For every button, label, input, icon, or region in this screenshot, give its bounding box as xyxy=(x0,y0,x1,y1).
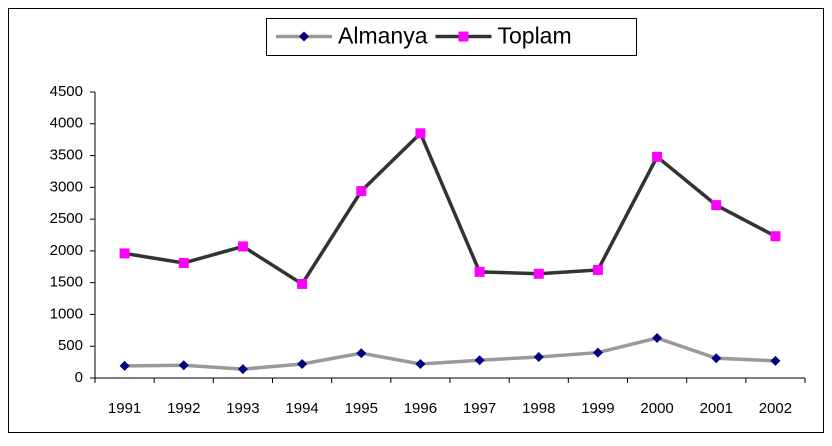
x-tick-label: 1996 xyxy=(404,400,437,417)
marker xyxy=(297,278,308,289)
x-tick-label: 1992 xyxy=(167,400,200,417)
chart-border xyxy=(8,8,824,433)
y-tick-label: 3500 xyxy=(50,147,83,164)
marker xyxy=(711,200,722,211)
marker xyxy=(770,231,781,242)
marker xyxy=(237,364,248,375)
marker xyxy=(299,31,309,42)
x-tick-label: 1993 xyxy=(226,400,259,417)
marker xyxy=(533,268,544,279)
x-tick-label: 2001 xyxy=(700,400,733,417)
x-tick-label: 2000 xyxy=(640,400,673,417)
x-tick-label: 1991 xyxy=(108,400,141,417)
x-tick-label: 2002 xyxy=(759,400,792,417)
y-tick-label: 1000 xyxy=(50,305,83,322)
marker xyxy=(711,353,722,364)
marker xyxy=(119,360,130,371)
marker xyxy=(178,360,189,371)
y-tick-label: 4500 xyxy=(50,83,83,100)
marker xyxy=(592,347,603,358)
marker xyxy=(592,264,603,275)
series-line xyxy=(124,130,777,287)
x-tick-label: 1997 xyxy=(463,400,496,417)
marker xyxy=(356,348,367,359)
marker xyxy=(119,248,130,259)
y-tick-label: 500 xyxy=(58,337,83,354)
marker xyxy=(533,352,544,363)
marker xyxy=(770,355,781,366)
y-tick-label: 0 xyxy=(75,369,83,386)
marker xyxy=(297,359,308,370)
marker xyxy=(474,355,485,366)
x-tick-label: 1999 xyxy=(581,400,614,417)
y-tick-label: 2500 xyxy=(50,210,83,227)
y-tick-label: 3000 xyxy=(50,178,83,195)
series-line xyxy=(124,336,776,371)
x-tick-label: 1998 xyxy=(522,400,555,417)
legend-label: Almanya xyxy=(338,23,428,49)
y-tick-label: 4000 xyxy=(50,115,83,132)
marker xyxy=(356,186,367,197)
y-tick-label: 1500 xyxy=(50,274,83,291)
legend-label: Toplam xyxy=(497,23,571,49)
marker xyxy=(652,151,663,162)
x-tick-label: 1995 xyxy=(345,400,378,417)
x-tick-label: 1994 xyxy=(285,400,318,417)
marker xyxy=(474,266,485,277)
marker xyxy=(415,128,426,139)
marker xyxy=(652,332,663,343)
marker xyxy=(415,359,426,370)
marker xyxy=(458,31,469,42)
marker xyxy=(237,241,248,252)
y-tick-label: 2000 xyxy=(50,242,83,259)
marker xyxy=(178,257,189,268)
